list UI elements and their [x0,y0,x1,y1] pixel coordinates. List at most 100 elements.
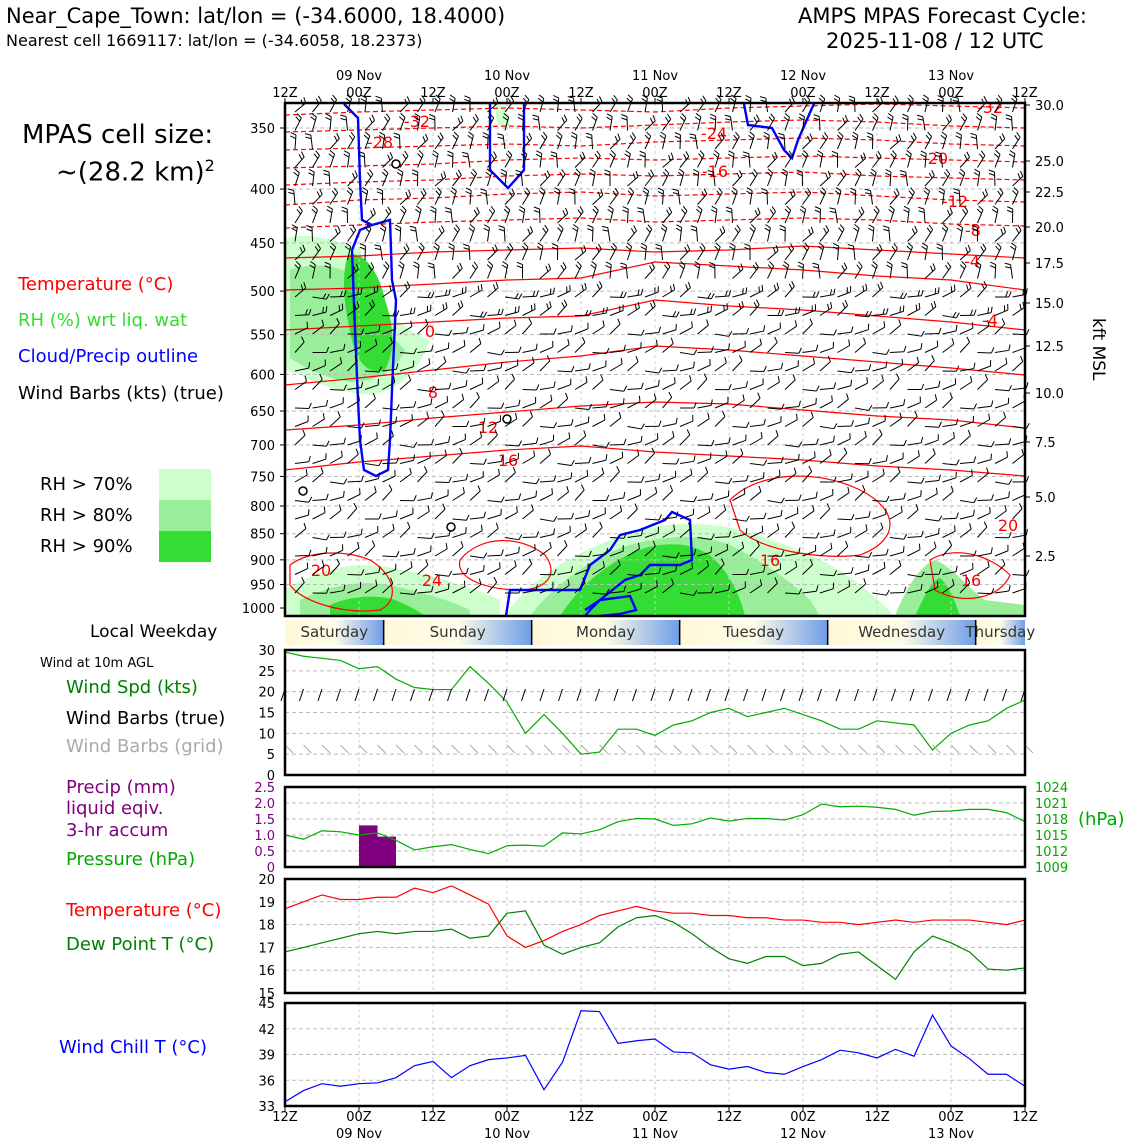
wind-barb [957,98,961,113]
wind-barb-flag [430,345,434,352]
wind-barb-flag [533,210,540,213]
wind-barb [417,264,420,279]
wind-barb-flag [443,356,447,363]
wind-barb-flag [1008,532,1012,538]
wind-barb-flag [783,261,789,266]
wind-barb [557,398,569,409]
wind-barb-flag [521,150,528,155]
wind-barb-flag [905,153,911,158]
wind-barb-flag [427,505,430,512]
wind-barb-flag [550,151,557,155]
wind-barb-flag [711,440,715,446]
wind-barb-flag [778,136,785,140]
wind-barb-flag [517,113,524,117]
surface-wind-barb [743,688,748,702]
wind-barb-flag [640,329,645,336]
wind-barb-flag [357,288,360,295]
wind-barb-flag [374,244,381,247]
wind-barb [504,172,507,187]
wind-barb [644,305,656,316]
wind-barb-flag [567,99,575,103]
wind-barb [609,363,623,372]
wind-barb-flag [729,246,735,251]
wind-barb-flag [906,245,912,251]
wind-barb [592,172,596,187]
wind-barb [574,582,586,594]
wind-barb-flag [341,209,348,213]
wind-barb-flag [1018,503,1023,509]
wind-barb-flag [738,170,743,176]
wind-barb [539,518,554,522]
wind-barb [329,496,344,501]
wind-barb [889,565,902,575]
wind-barb-flag [703,373,708,380]
wind-barb-flag [649,302,654,309]
wind-barb-flag [781,172,788,177]
wind-barb [679,249,691,261]
grid-wind-barb [950,744,960,754]
wind-barb-flag [703,188,708,195]
wind-barb-flag [493,151,497,158]
wind-barb-flag [728,290,732,297]
wind-barb [574,381,588,390]
wind-barb [469,436,482,446]
weekday-name: Saturday [301,623,369,641]
wind-barb-flag [393,136,400,139]
wind-barb-flag [621,114,628,117]
wind-barb-flag [846,393,849,400]
surface-wind-barb [946,688,952,702]
wind-barb-flag [597,243,602,250]
wind-barb [592,553,607,557]
wind-barb-flag [1019,303,1022,310]
wind-barb-flag [602,307,605,314]
wind-barb-flag [660,227,667,232]
wind-barb-flag [477,485,481,492]
wind-barb [977,365,991,372]
wind-barb-flag [462,487,465,494]
wind-barb [417,324,429,335]
wind-barb-flag [798,588,802,595]
wind-barb [994,363,1008,372]
legend-rh80-label: RH > 80% [40,505,133,526]
wind-barb [924,268,936,279]
wind-barb-flag [538,94,545,99]
wind-barb-flag [932,263,936,270]
wind-barb [627,230,637,242]
wind-barb-flag [591,261,597,266]
wind-barb [959,156,970,168]
wind-barb-flag [768,116,774,122]
wind-barb [574,172,581,187]
wind-barb-flag [483,227,490,232]
wind-barb [609,471,620,483]
wind-barb-flag [706,559,710,567]
wind-barb-flag [895,188,900,195]
wind-barb [802,564,813,575]
wind-barb-flag [812,266,819,269]
wind-barb-flag [685,284,689,291]
wind-barb [609,247,618,261]
wind-barb-flag [490,153,495,160]
wind-barb-flag [1004,262,1011,266]
calm-circle [391,159,401,169]
grid-wind-barb [913,744,923,754]
wind-barb [994,209,999,224]
wind-barb-flag [378,366,382,373]
wind-barb-flag [546,303,549,310]
wind-barb-flag [302,429,306,436]
wind-barb-flag [428,265,435,269]
wind-barb [609,116,613,131]
wind-barb-flag [920,436,924,443]
wind-barb [539,440,554,446]
wind-barb [452,246,455,261]
wind-barb-flag [937,98,944,102]
wind-barb-flag [815,344,819,351]
wind-barb [504,565,517,575]
wind-barb-flag [366,224,372,230]
wind-barb [452,345,466,353]
wind-barb-flag [535,437,539,444]
wind-barb-flag [947,261,952,268]
wind-barb-flag [693,361,695,368]
wind-barb-flag [723,304,725,311]
surface-wind-barb [354,688,360,702]
wind-barb [312,311,327,316]
